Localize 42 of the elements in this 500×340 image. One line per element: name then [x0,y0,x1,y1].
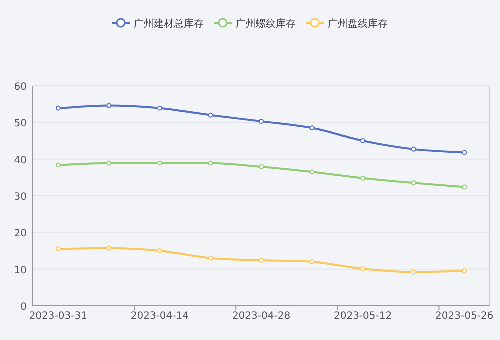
y-tick-label: 20 [14,228,27,240]
point [208,112,214,118]
point [411,270,416,275]
x-tick-label: 2023-04-14 [130,311,190,322]
point [310,170,315,175]
x-tick-label: 2023-05-12 [334,311,392,322]
point [106,103,112,108]
point [310,260,315,264]
point [208,160,214,166]
y-tick-label: 30 [14,192,27,203]
y-tick-label: 0 [20,302,27,313]
x-tick-label: 2023-04-28 [232,311,291,322]
y-tick-label: 40 [14,155,27,166]
point [56,106,61,111]
point [56,246,61,252]
legend-label: 广州盘线库存 [328,18,388,30]
point [259,164,264,170]
point [56,162,61,168]
point [208,256,214,261]
point [462,184,468,190]
point [462,268,468,274]
legend-label: 广州螺纹库存 [236,18,296,30]
point [259,119,264,124]
y-tick-label: 10 [14,265,27,276]
point [310,126,315,131]
point [411,180,416,186]
point [259,258,264,264]
y-tick-label: 50 [14,118,27,130]
point [157,248,162,254]
point [157,160,162,166]
y-tick-label: 60 [14,82,27,93]
point [411,146,416,152]
point [360,176,366,181]
legend-label: 广州建材总库存 [134,18,204,30]
x-tick-label: 2023-05-26 [436,311,494,322]
point [157,106,162,111]
point [106,160,112,166]
point [360,138,366,144]
point [360,266,366,272]
point [106,246,112,251]
point [462,150,468,156]
x-tick-label: 2023-03-31 [29,311,88,322]
